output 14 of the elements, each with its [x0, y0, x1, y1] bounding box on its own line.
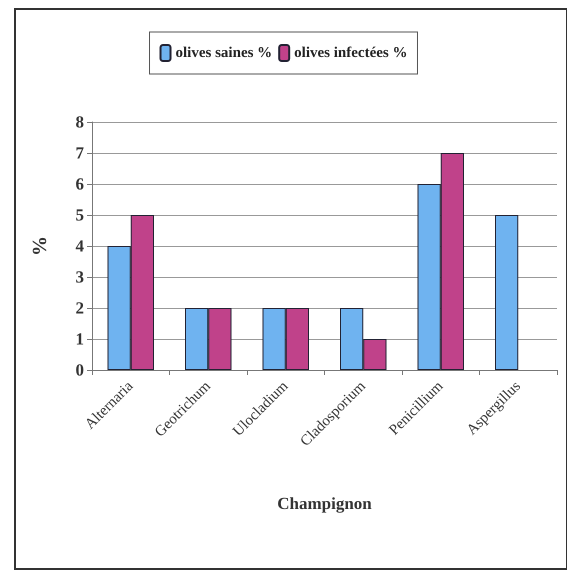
y-tick-label: 2: [76, 298, 84, 318]
y-tick-label: 7: [76, 144, 84, 162]
legend-label: olives saines %: [176, 45, 272, 61]
y-tick-label: 0: [76, 360, 84, 380]
legend-label: olives infectées %: [294, 45, 408, 61]
y-tick-label: 8: [76, 112, 84, 132]
bar: [495, 215, 518, 370]
x-axis-title: Champignon: [277, 494, 372, 513]
y-tick-label: 6: [76, 174, 84, 194]
y-axis-title: %: [29, 236, 51, 256]
y-tick-label: 5: [76, 206, 84, 224]
y-tick-label: 4: [76, 236, 84, 256]
y-tick-label: 1: [76, 330, 84, 348]
y-tick-label: 3: [76, 268, 84, 286]
